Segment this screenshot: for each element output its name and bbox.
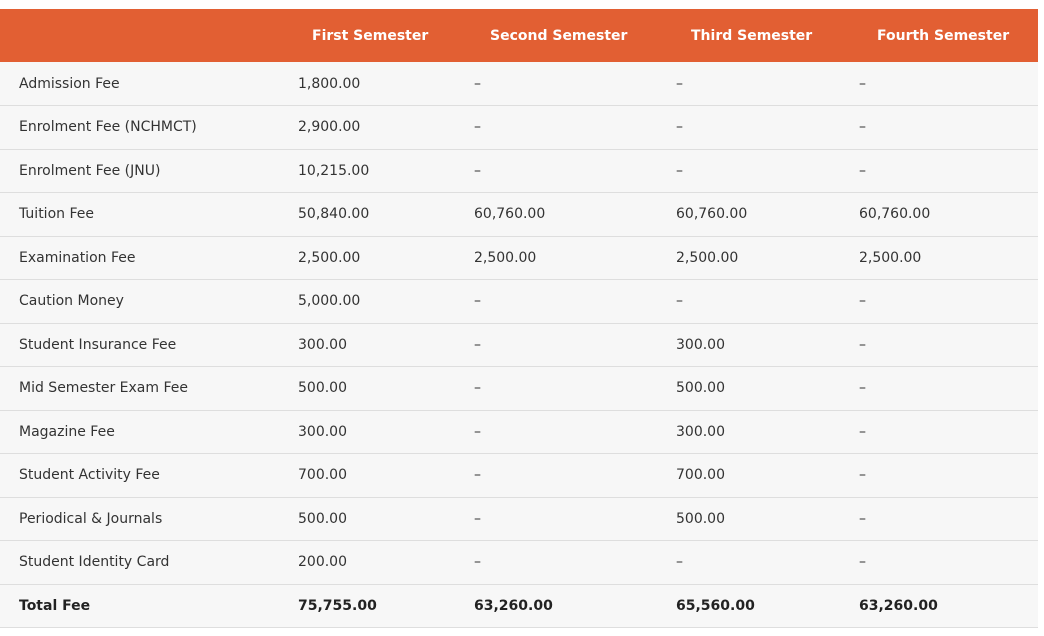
cell-second-semester: – [474,554,481,571]
cell-first-semester: 5,000.00 [298,293,361,310]
cell-first-semester: 700.00 [298,467,347,484]
row-label: Mid Semester Exam Fee [19,380,188,397]
total-second-semester: 63,260.00 [474,597,553,614]
cell-first-semester: 2,500.00 [298,249,361,266]
cell-fourth-semester: – [859,467,866,484]
header-second-semester: Second Semester [490,27,628,44]
row-label: Enrolment Fee (NCHMCT) [19,119,197,136]
cell-second-semester: – [474,293,481,310]
cell-third-semester: – [676,554,683,571]
cell-fourth-semester: 60,760.00 [859,206,931,223]
cell-fourth-semester: – [859,554,866,571]
cell-fourth-semester: – [859,293,866,310]
header-cell-empty [0,9,280,62]
cell-third-semester: – [676,162,683,179]
total-first-semester: 75,755.00 [298,597,377,614]
cell-third-semester: 60,760.00 [676,206,748,223]
cell-fourth-semester: – [859,119,866,136]
cell-third-semester: 500.00 [676,380,725,397]
cell-fourth-semester: – [859,423,866,440]
cell-first-semester: 1,800.00 [298,75,361,92]
table-body: Admission Fee 1,800.00 – – – Enrolment F… [0,62,1038,628]
cell-second-semester: – [474,423,481,440]
total-label: Total Fee [19,597,91,614]
cell-second-semester: 2,500.00 [474,249,537,266]
cell-first-semester: 10,215.00 [298,162,370,179]
table-row: Tuition Fee 50,840.00 60,760.00 60,760.0… [0,193,1038,236]
cell-first-semester: 500.00 [298,510,347,527]
cell-first-semester: 300.00 [298,336,347,353]
cell-second-semester: – [474,510,481,527]
cell-fourth-semester: – [859,75,866,92]
row-label: Student Identity Card [19,554,170,571]
cell-second-semester: – [474,75,481,92]
table-row: Student Identity Card 200.00 – – – [0,541,1038,584]
header-first-semester: First Semester [312,27,429,44]
table-row: Mid Semester Exam Fee 500.00 – 500.00 – [0,367,1038,410]
header-fourth-semester: Fourth Semester [877,27,1010,44]
table-row: Magazine Fee 300.00 – 300.00 – [0,410,1038,454]
row-label: Student Activity Fee [19,467,160,484]
row-label: Tuition Fee [19,206,94,223]
total-row: Total Fee 75,755.00 63,260.00 65,560.00 … [0,584,1038,628]
table-header: First Semester Second Semester Third Sem… [0,9,1038,62]
cell-second-semester: – [474,119,481,136]
cell-second-semester: – [474,467,481,484]
cell-third-semester: 300.00 [676,423,725,440]
table-row: Enrolment Fee (NCHMCT) 2,900.00 – – – [0,106,1038,149]
cell-third-semester: 300.00 [676,336,725,353]
cell-fourth-semester: – [859,380,866,397]
cell-third-semester: – [676,119,683,136]
cell-second-semester: – [474,380,481,397]
cell-fourth-semester: 2,500.00 [859,249,922,266]
cell-third-semester: – [676,293,683,310]
total-fourth-semester: 63,260.00 [859,597,938,614]
cell-third-semester: 2,500.00 [676,249,739,266]
row-label: Magazine Fee [19,423,115,440]
cell-first-semester: 2,900.00 [298,119,361,136]
cell-first-semester: 50,840.00 [298,206,370,223]
fee-structure-table: First Semester Second Semester Third Sem… [0,9,1038,628]
table-row: Examination Fee 2,500.00 2,500.00 2,500.… [0,236,1038,280]
header-third-semester: Third Semester [691,27,813,44]
header-row: First Semester Second Semester Third Sem… [0,9,1038,62]
table-row: Caution Money 5,000.00 – – – [0,280,1038,323]
row-label: Student Insurance Fee [19,336,177,353]
cell-first-semester: 500.00 [298,380,347,397]
cell-third-semester: 700.00 [676,467,725,484]
cell-fourth-semester: – [859,510,866,527]
table-row: Admission Fee 1,800.00 – – – [0,62,1038,106]
cell-fourth-semester: – [859,336,866,353]
row-label: Admission Fee [19,75,120,92]
table-row: Student Activity Fee 700.00 – 700.00 – [0,454,1038,497]
table-row: Enrolment Fee (JNU) 10,215.00 – – – [0,149,1038,193]
cell-second-semester: 60,760.00 [474,206,546,223]
table-row: Student Insurance Fee 300.00 – 300.00 – [0,323,1038,367]
cell-fourth-semester: – [859,162,866,179]
row-label: Periodical & Journals [19,510,163,527]
row-label: Enrolment Fee (JNU) [19,162,161,179]
cell-first-semester: 300.00 [298,423,347,440]
cell-third-semester: – [676,75,683,92]
row-label: Caution Money [19,293,124,310]
total-third-semester: 65,560.00 [676,597,755,614]
row-label: Examination Fee [19,249,136,266]
cell-second-semester: – [474,336,481,353]
cell-first-semester: 200.00 [298,554,347,571]
cell-second-semester: – [474,162,481,179]
table-row: Periodical & Journals 500.00 – 500.00 – [0,497,1038,541]
cell-third-semester: 500.00 [676,510,725,527]
